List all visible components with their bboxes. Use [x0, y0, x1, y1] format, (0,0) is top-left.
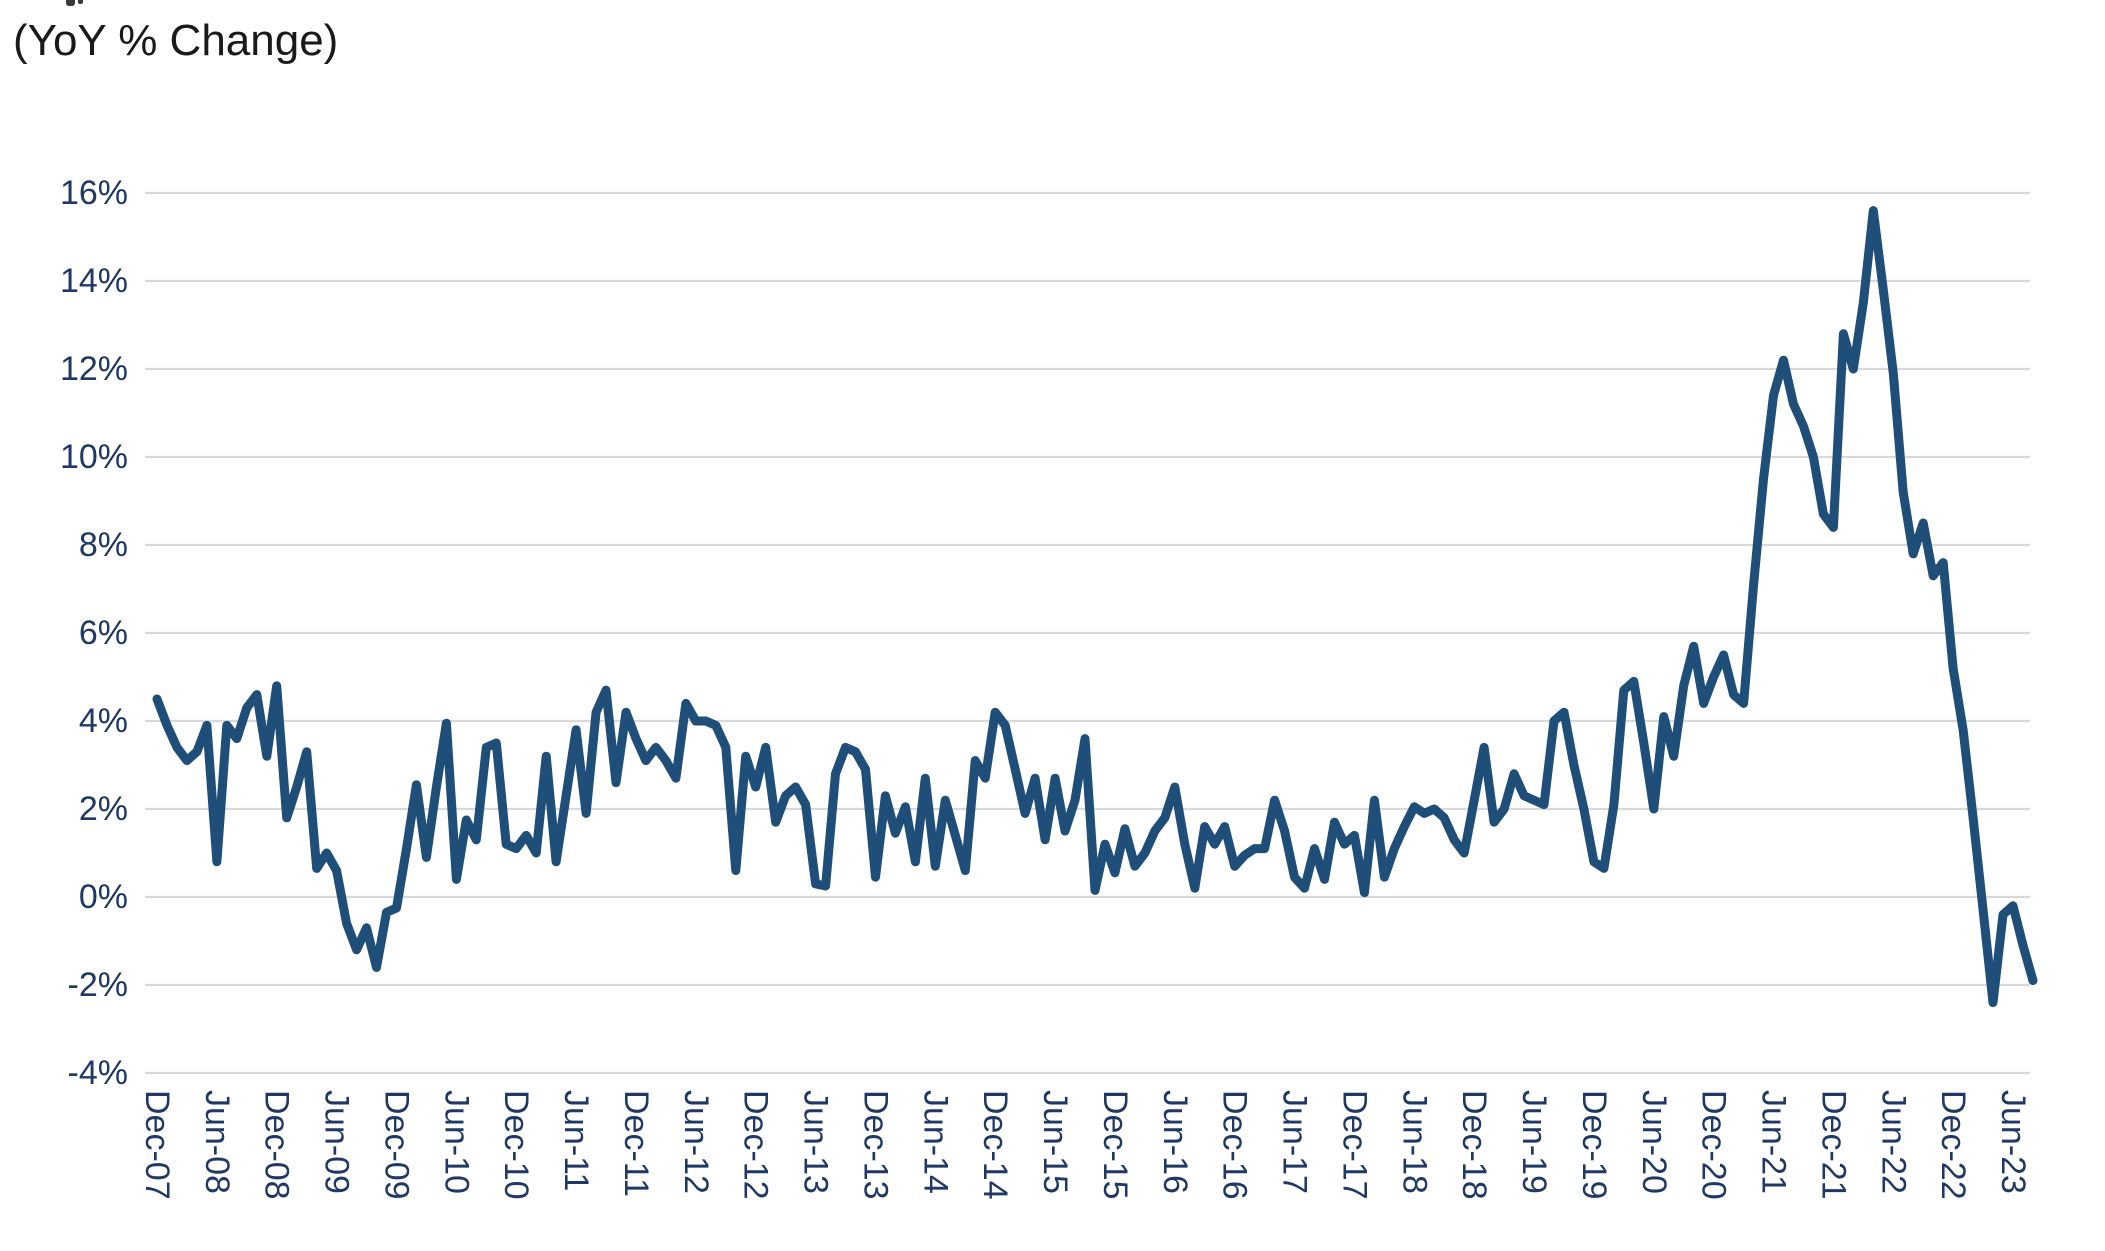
x-tick-label: Dec-20 [1695, 1090, 1733, 1200]
x-tick-label: Jun-22 [1874, 1090, 1912, 1194]
x-tick-label: Jun-16 [1156, 1090, 1194, 1194]
x-tick-label: Jun-14 [916, 1090, 954, 1194]
x-tick-label: Dec-09 [377, 1090, 415, 1200]
x-tick-label: Jun-09 [318, 1090, 356, 1194]
x-tick-label: Jun-21 [1755, 1090, 1793, 1194]
y-tick-label: 0% [79, 878, 128, 916]
y-tick-label: 12% [60, 350, 128, 388]
y-tick-label: 16% [60, 174, 128, 212]
x-axis-labels-group: Dec-07 Jun-08 Dec-08 Jun-09 Dec-09 Jun-10 Dec-… [138, 1090, 2032, 1200]
x-tick-label: Dec-19 [1575, 1090, 1613, 1200]
x-tick-label: Dec-21 [1814, 1090, 1852, 1200]
x-tick-label: Jun-10 [437, 1090, 475, 1194]
x-tick-label: Dec-14 [976, 1090, 1014, 1200]
x-tick-label: Jun-20 [1635, 1090, 1673, 1194]
x-tick-label: Dec-08 [258, 1090, 296, 1200]
x-tick-label: Jun-08 [198, 1090, 236, 1194]
y-tick-label: 4% [79, 702, 128, 740]
x-tick-label: Dec-11 [617, 1090, 655, 1197]
x-tick-label: Dec-16 [1216, 1090, 1254, 1200]
x-tick-label: Dec-15 [1096, 1090, 1134, 1200]
y-axis-labels-group: 16% 14% 12% 10% 8% 6% 4% 2% 0% -2% -4% [60, 174, 128, 1092]
y-tick-label: -4% [68, 1054, 128, 1092]
x-tick-label: Dec-22 [1934, 1090, 1972, 1200]
series-group [152, 206, 2038, 1008]
x-tick-label: Jun-18 [1395, 1090, 1433, 1194]
y-tick-label: 6% [79, 614, 128, 652]
cropped-title-fragment [66, 0, 75, 6]
x-tick-label: Jun-23 [1994, 1090, 2032, 1194]
y-tick-label: 8% [79, 526, 128, 564]
x-tick-label: Jun-11 [557, 1090, 595, 1191]
series-line-yoy-change [152, 206, 2038, 1008]
x-tick-label: Jun-19 [1515, 1090, 1553, 1194]
y-tick-label: -2% [68, 966, 128, 1004]
x-tick-label: Jun-17 [1276, 1090, 1314, 1194]
chart-subtitle: (YoY % Change) [13, 16, 339, 65]
y-tick-label: 14% [60, 262, 128, 300]
x-tick-label: Dec-10 [497, 1090, 535, 1200]
x-tick-label: Dec-07 [138, 1090, 176, 1200]
x-tick-label: Jun-13 [797, 1090, 835, 1194]
x-tick-label: Dec-12 [737, 1090, 775, 1200]
x-tick-label: Jun-15 [1036, 1090, 1074, 1194]
x-tick-label: Dec-18 [1455, 1090, 1493, 1200]
y-tick-label: 10% [60, 438, 128, 476]
y-tick-label: 2% [79, 790, 128, 828]
x-tick-label: Dec-13 [856, 1090, 894, 1200]
x-tick-label: Jun-12 [677, 1090, 715, 1194]
cropped-title-fragment [78, 0, 83, 4]
x-tick-label: Dec-17 [1335, 1090, 1373, 1200]
